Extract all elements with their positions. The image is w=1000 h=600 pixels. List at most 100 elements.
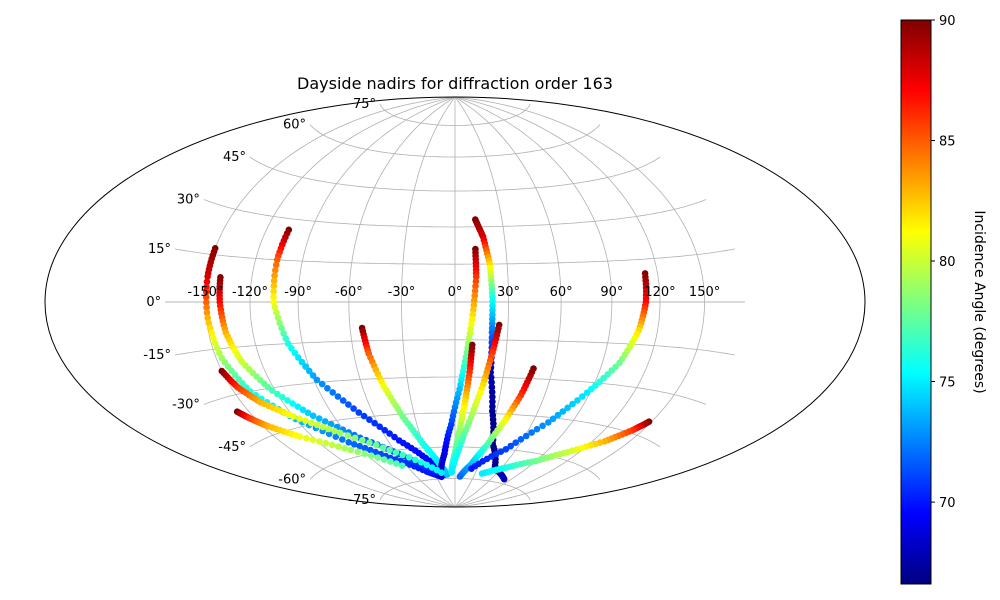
data-point (344, 432, 352, 439)
data-point (412, 456, 419, 464)
data-point (502, 446, 510, 453)
data-point (206, 324, 214, 332)
data-point (373, 441, 380, 449)
data-point (302, 417, 309, 425)
data-point (296, 415, 303, 423)
parallel-line (249, 156, 661, 192)
data-point (271, 272, 278, 279)
data-point (280, 330, 287, 337)
data-point (393, 460, 400, 467)
data-point (306, 367, 313, 375)
data-point (321, 418, 329, 425)
data-point (533, 425, 541, 433)
data-point (392, 449, 400, 456)
latitude-tick-label: -45° (218, 440, 246, 455)
data-point (487, 374, 495, 381)
longitude-labels: -150° -120° -90° -60° -30° 0° 30° 60° 90° 120° 150… (187, 285, 720, 300)
chart-title: Dayside nadirs for diffraction order 163 (297, 74, 613, 93)
data-point (554, 411, 562, 419)
data-point (398, 462, 406, 470)
data-point (345, 401, 352, 408)
longitude-tick-label: 150° (689, 285, 720, 300)
parallel-line (203, 199, 707, 228)
data-point (470, 297, 478, 304)
data-point (284, 397, 291, 404)
data-point (381, 426, 389, 434)
data-point (269, 387, 276, 395)
data-point (471, 287, 479, 295)
data-point (528, 429, 535, 436)
data-point (322, 439, 330, 447)
latitude-tick-label: -75° (348, 493, 376, 508)
data-point (270, 298, 278, 306)
data-point (202, 293, 210, 301)
latitude-tick-label: 30° (177, 193, 200, 208)
latitude-tick-label: 45° (223, 150, 246, 165)
data-point (302, 363, 309, 370)
data-point (489, 398, 496, 406)
colorbar (900, 19, 932, 585)
latitude-tick-label: -15° (143, 348, 171, 363)
longitude-tick-label: 30° (497, 285, 520, 300)
data-point (350, 405, 357, 412)
data-point (208, 329, 215, 337)
data-points (202, 216, 653, 483)
latitude-tick-label: 60° (283, 118, 306, 133)
data-point (583, 389, 591, 397)
data-point (309, 436, 317, 444)
data-point (329, 389, 337, 396)
data-point (203, 309, 211, 317)
data-point (405, 454, 413, 461)
data-point (549, 415, 557, 423)
data-point (308, 419, 315, 427)
data-point (211, 339, 219, 347)
longitude-tick-label: 120° (644, 285, 675, 300)
data-point (374, 454, 382, 461)
latitude-tick-label: 15° (148, 242, 171, 257)
data-point (203, 278, 211, 286)
data-point (418, 459, 425, 466)
data-point (303, 434, 310, 442)
data-point (294, 403, 302, 411)
data-point (324, 385, 331, 392)
data-point (522, 432, 530, 440)
data-point (564, 404, 571, 412)
latitude-tick-label: -30° (172, 398, 200, 413)
data-point (204, 314, 211, 322)
data-point (438, 469, 445, 477)
colorbar-ticks: 70 75 80 85 90 (931, 14, 956, 511)
data-point (456, 473, 464, 480)
data-point (539, 422, 546, 430)
data-point (319, 423, 327, 431)
data-point (500, 475, 508, 483)
data-point (304, 409, 312, 417)
colorbar-tick-label: 70 (939, 496, 956, 511)
data-point (545, 419, 552, 426)
data-point (579, 393, 586, 400)
data-point (386, 430, 393, 437)
longitude-tick-label: -120° (232, 285, 268, 300)
data-point (339, 436, 346, 443)
data-point (270, 277, 278, 285)
data-point (298, 358, 306, 366)
data-point (423, 461, 431, 469)
parallel-line (379, 103, 531, 126)
data-point (335, 443, 342, 450)
data-point (488, 388, 496, 396)
longitude-tick-label: 0° (448, 285, 463, 300)
data-point (313, 376, 321, 384)
data-point (299, 406, 307, 414)
data-point (279, 393, 286, 401)
data-point (203, 283, 210, 291)
parallel-line (309, 124, 601, 158)
data-point (488, 383, 496, 391)
data-point (309, 412, 317, 420)
data-point (325, 425, 333, 433)
data-point (356, 442, 364, 450)
latitude-labels: 75° 60° 45° 30° 15° 0° -15° -30° -45° -60° -75° (143, 97, 376, 508)
data-point (399, 451, 407, 459)
data-point (274, 314, 282, 322)
data-point (339, 397, 347, 404)
data-point (282, 335, 290, 342)
data-point (488, 379, 495, 386)
